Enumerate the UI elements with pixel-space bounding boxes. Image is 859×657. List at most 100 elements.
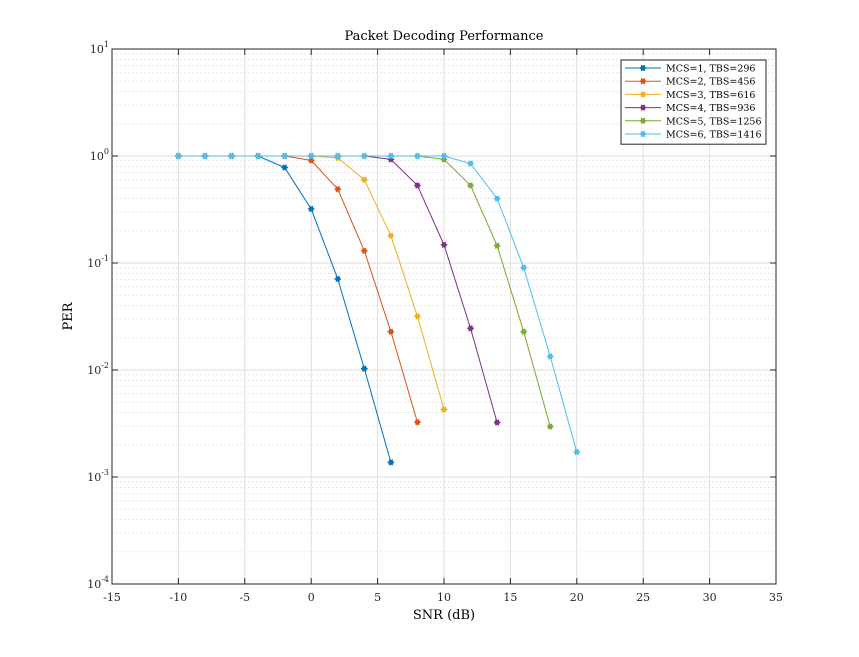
y-tick-exponent: 1	[104, 40, 109, 49]
data-point-star	[440, 241, 448, 248]
data-point-star	[414, 313, 421, 320]
legend-entry: MCS=6, TBS=1416	[625, 130, 762, 141]
svg-text:101: 101	[90, 40, 109, 56]
y-tick-base: 10	[87, 257, 101, 270]
data-point-star	[546, 353, 554, 360]
axis-ticks	[111, 48, 777, 585]
data-point-star	[228, 152, 235, 160]
data-point-star	[387, 232, 395, 239]
data-point	[361, 365, 368, 372]
svg-text:10-2: 10-2	[87, 361, 109, 377]
legend-label: MCS=6, TBS=1416	[666, 130, 762, 141]
data-point	[414, 152, 421, 160]
data-point-star	[281, 152, 288, 160]
series-line	[178, 155, 578, 453]
data-point	[520, 328, 527, 335]
data-point-star	[334, 275, 342, 283]
legend-entry: MCS=5, TBS=1256	[625, 116, 762, 127]
y-tick-base: 10	[87, 364, 101, 377]
data-point	[334, 275, 342, 283]
data-point-star	[361, 152, 368, 160]
x-tick-label: 35	[769, 591, 783, 604]
y-tick-label: 100	[90, 147, 109, 163]
data-point-star	[414, 419, 421, 426]
data-point-star	[639, 130, 647, 138]
data-point-star	[493, 419, 501, 426]
series-layer	[175, 152, 581, 466]
data-point	[361, 247, 368, 255]
data-point-star	[493, 195, 501, 202]
data-point	[493, 242, 501, 249]
data-point	[414, 313, 421, 320]
svg-text:10-1: 10-1	[87, 254, 109, 270]
data-point-star	[281, 164, 288, 171]
data-point	[414, 419, 421, 426]
y-tick-label: 10-1	[87, 254, 109, 270]
data-point	[361, 176, 368, 183]
data-point-star	[387, 459, 395, 466]
data-point	[175, 152, 182, 160]
chart-title: Packet Decoding Performance	[345, 29, 544, 44]
y-tick-exponent: -1	[101, 254, 109, 263]
data-point-star	[334, 185, 342, 193]
data-point	[467, 160, 474, 167]
x-tick-label: 10	[437, 591, 451, 604]
y-tick-label: 10-3	[87, 468, 109, 484]
data-point	[387, 459, 395, 466]
legend-label: MCS=5, TBS=1256	[666, 116, 762, 127]
data-point	[201, 152, 209, 160]
data-point	[334, 152, 342, 160]
y-tick-label: 10-2	[87, 361, 109, 377]
svg-text:100: 100	[90, 147, 109, 163]
data-point	[467, 325, 474, 332]
data-point-star	[307, 152, 315, 160]
data-point-star	[639, 91, 647, 98]
x-tick-labels: -15 -10 -5 0 5 10 15 20 25 30 35	[103, 591, 783, 604]
data-point-star	[520, 328, 527, 335]
data-point	[307, 152, 315, 160]
y-tick-base: 10	[87, 578, 101, 591]
data-point-star	[440, 406, 448, 413]
series-6	[175, 152, 581, 456]
x-tick-label: 30	[703, 591, 717, 604]
y-tick-exponent: -4	[101, 575, 109, 584]
x-tick-label: 0	[308, 591, 315, 604]
data-point-star	[254, 152, 262, 160]
data-point	[440, 152, 448, 160]
data-point-star	[493, 242, 501, 249]
data-point-star	[639, 117, 647, 125]
data-point-star	[467, 160, 474, 167]
data-point-star	[573, 448, 581, 456]
data-point-star	[467, 325, 474, 332]
data-point-star	[440, 152, 448, 160]
legend-label: MCS=2, TBS=456	[666, 77, 755, 88]
data-point	[546, 423, 554, 430]
svg-text:10-4: 10-4	[87, 575, 109, 591]
data-point-star	[639, 64, 647, 72]
data-point	[387, 232, 395, 239]
data-point-star	[201, 152, 209, 160]
data-point	[334, 185, 342, 193]
data-point-star	[361, 176, 368, 183]
data-point-star	[639, 77, 647, 85]
data-point-star	[175, 152, 182, 160]
data-point	[493, 195, 501, 202]
legend-label: MCS=4, TBS=936	[666, 103, 755, 114]
y-tick-exponent: -2	[101, 361, 109, 370]
data-point-star	[546, 423, 554, 430]
data-point	[440, 241, 448, 248]
legend-entry: MCS=1, TBS=296	[625, 64, 755, 75]
legend-box	[620, 59, 767, 145]
data-point	[361, 152, 368, 160]
data-point-star	[387, 328, 395, 335]
x-tick-label: -15	[103, 591, 121, 604]
y-tick-base: 10	[90, 150, 104, 163]
legend-label: MCS=3, TBS=616	[666, 90, 755, 101]
data-point-star	[414, 182, 421, 189]
data-point	[281, 164, 288, 171]
data-point	[387, 152, 395, 160]
legend-entry: MCS=3, TBS=616	[625, 90, 755, 101]
y-axis-label: PER	[61, 301, 76, 330]
x-tick-label: 5	[374, 591, 381, 604]
